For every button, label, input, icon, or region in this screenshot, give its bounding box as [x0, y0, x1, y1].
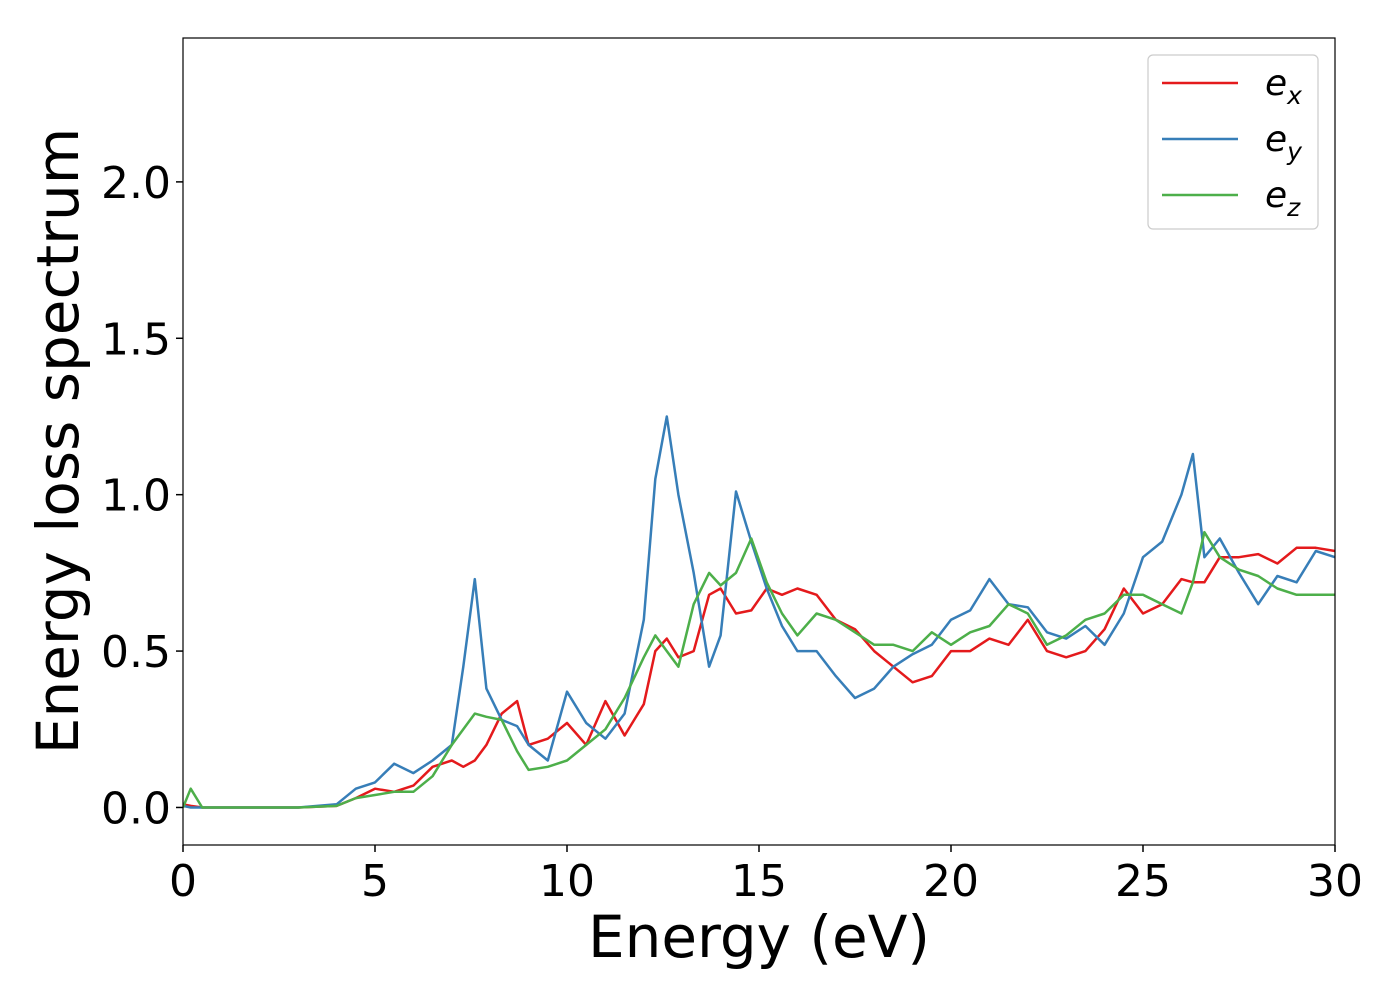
data-line	[183, 530, 1335, 809]
y-tick-label: 0.0	[101, 783, 171, 834]
y-tick-label: 1.0	[101, 471, 171, 522]
legend-label: ex	[1265, 63, 1302, 110]
x-tick-label: 5	[361, 856, 389, 907]
x-tick-label: 30	[1307, 856, 1363, 907]
y-tick-label: 2.0	[101, 158, 171, 209]
data-line	[183, 546, 1335, 809]
x-tick-label: 25	[1115, 856, 1171, 907]
x-tick-label: 10	[539, 856, 595, 907]
legend-box	[1147, 54, 1319, 230]
plot-frame	[182, 37, 1336, 846]
data-line	[183, 415, 1335, 809]
y-tick-label: 0.5	[101, 627, 171, 678]
legend-label: ez	[1265, 175, 1301, 222]
x-tick-label: 15	[731, 856, 787, 907]
x-tick-label: 0	[169, 856, 197, 907]
legend-label: ey	[1265, 119, 1303, 166]
y-tick-label: 1.5	[101, 314, 171, 365]
y-axis-label: Energy loss spectrum	[24, 128, 92, 754]
x-tick-label: 20	[923, 856, 979, 907]
x-axis-label: Energy (eV)	[588, 903, 930, 971]
